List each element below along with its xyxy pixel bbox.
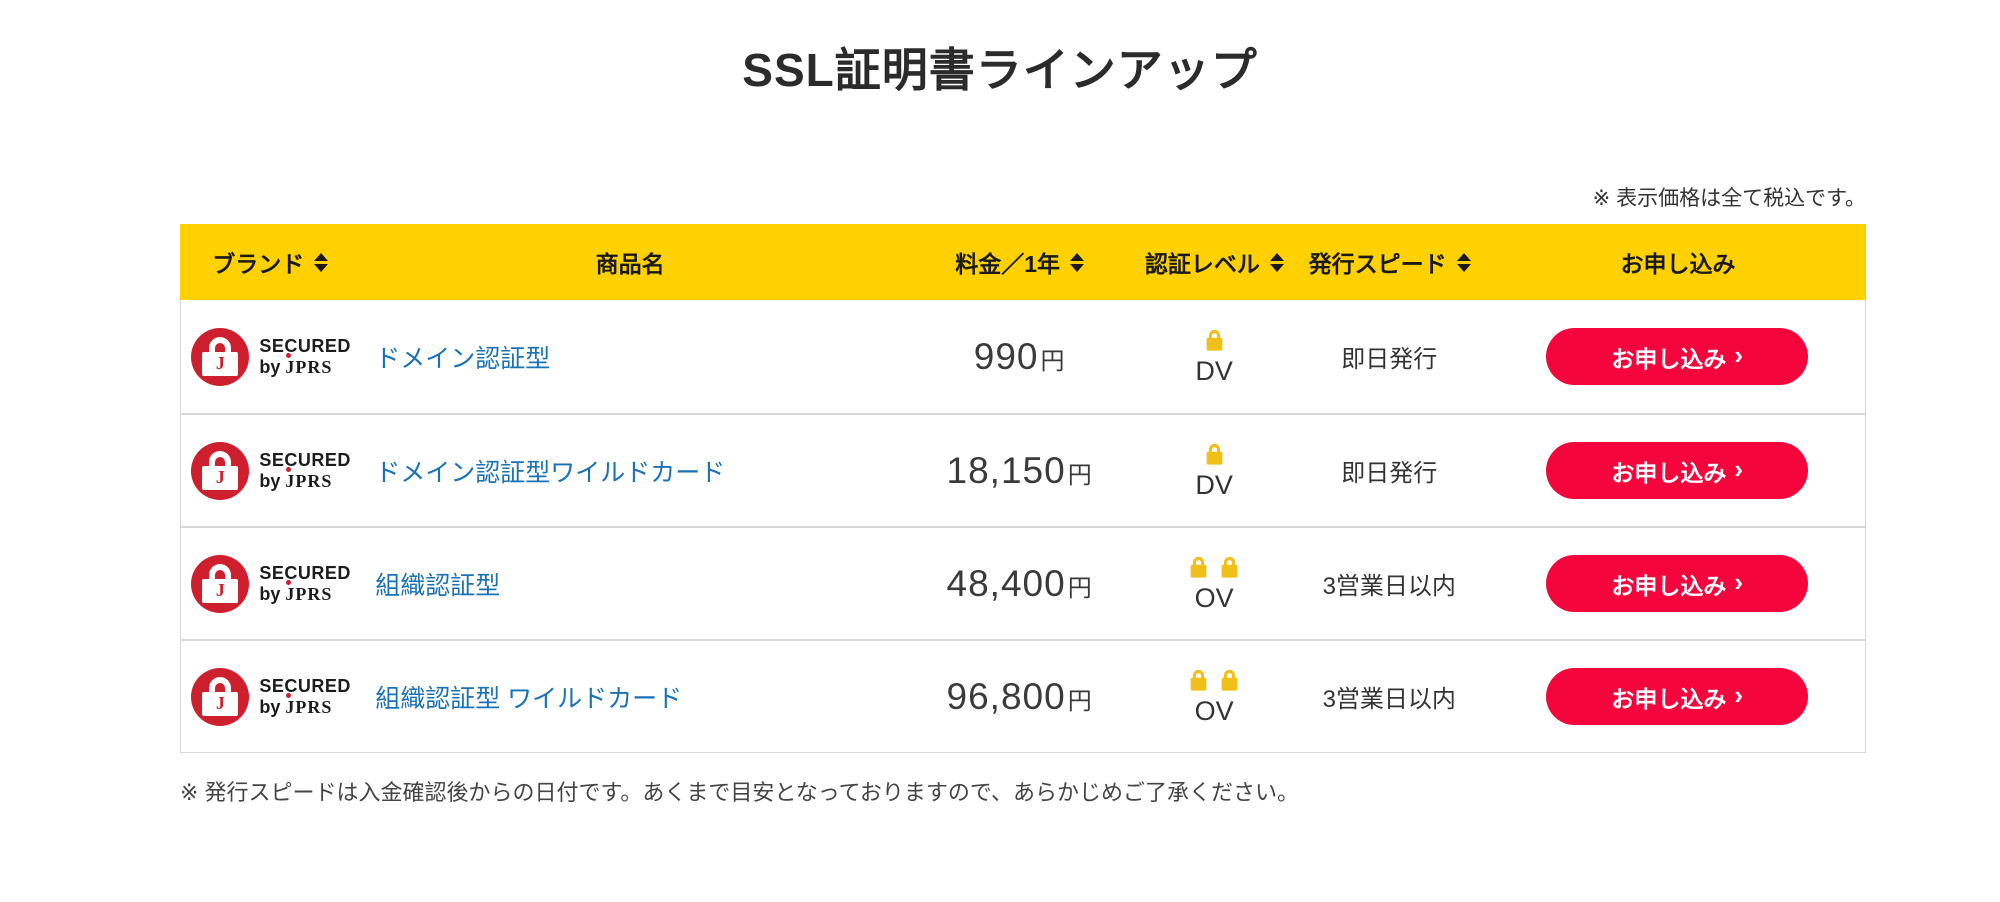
header-price[interactable]: 料金／1年 [900, 245, 1139, 279]
table-row: J SECURED by JPRS 組織認証型 48,400円 [181, 526, 1865, 639]
header-brand-label: ブランド [212, 251, 305, 277]
apply-button[interactable]: お申し込み › [1546, 442, 1809, 499]
tax-note: ※ 表示価格は全て税込です。 [1592, 187, 1866, 210]
auth-level: DV [1195, 327, 1233, 387]
apply-button[interactable]: お申し込み › [1546, 555, 1809, 612]
price-value: 18,150円 [946, 449, 1093, 491]
chevron-right-icon: › [1734, 679, 1744, 710]
table-row: J SECURED by JPRS ドメイン認証型 990円 [181, 300, 1865, 413]
jprs-lock-icon: J [191, 441, 250, 500]
header-level[interactable]: 認証レベル [1139, 245, 1289, 279]
auth-level-label: DV [1195, 355, 1233, 386]
apply-button[interactable]: お申し込み › [1546, 328, 1809, 385]
jprs-logo: J SECURED by JPRS [191, 441, 351, 500]
sort-icon [314, 252, 329, 272]
sort-icon [1269, 252, 1284, 272]
header-price-label: 料金／1年 [955, 251, 1060, 277]
footer-note: ※ 発行スピードは入金確認後からの日付です。あくまで目安となっておりますので、あ… [180, 780, 1300, 805]
pricing-section: ※ 表示価格は全て税込です。 ブランド 商品名 料金／1年 認証レベル 発行スピ… [180, 182, 1866, 807]
table-body: J SECURED by JPRS ドメイン認証型 990円 [180, 300, 1866, 753]
page-title: SSL証明書ラインアップ [742, 44, 1258, 96]
auth-level: OV [1185, 667, 1243, 727]
chevron-right-icon: › [1734, 566, 1744, 597]
header-speed[interactable]: 発行スピード [1289, 245, 1490, 279]
logo-secured-text: SECURED [259, 675, 351, 696]
jprs-logo: J SECURED by JPRS [191, 327, 351, 386]
table-row: J SECURED by JPRS ドメイン認証型ワイルドカード 18,150円 [181, 413, 1865, 526]
header-product-label: 商品名 [595, 251, 665, 277]
header-brand[interactable]: ブランド [180, 245, 360, 279]
chevron-right-icon: › [1734, 453, 1744, 484]
logo-secured-text: SECURED [259, 562, 351, 583]
lock-icon [1201, 441, 1228, 468]
brand-cell: J SECURED by JPRS [181, 327, 361, 386]
lock-icon [1216, 667, 1243, 694]
header-apply-label: お申し込み [1620, 251, 1736, 277]
sort-icon [1456, 252, 1471, 272]
lock-icon [1216, 554, 1243, 581]
product-link[interactable]: ドメイン認証型ワイルドカード [375, 458, 726, 487]
auth-level-label: OV [1194, 582, 1234, 613]
chevron-right-icon: › [1734, 339, 1744, 370]
table-header-row: ブランド 商品名 料金／1年 認証レベル 発行スピード お申し込み [180, 224, 1866, 300]
issue-speed: 3営業日以内 [1322, 686, 1456, 713]
logo-by-jprs-text: by JPRS [259, 696, 333, 717]
issue-speed: 即日発行 [1341, 460, 1438, 487]
auth-level-label: OV [1194, 695, 1234, 726]
logo-secured-text: SECURED [259, 449, 351, 470]
jprs-lock-icon: J [191, 327, 250, 386]
header-apply: お申し込み [1490, 245, 1866, 279]
jprs-logo: J SECURED by JPRS [191, 667, 351, 726]
brand-cell: J SECURED by JPRS [181, 554, 361, 613]
logo-by-jprs-text: by JPRS [259, 356, 333, 377]
jprs-lock-icon: J [191, 667, 250, 726]
logo-by-jprs-text: by JPRS [259, 583, 333, 604]
auth-level: DV [1195, 441, 1233, 501]
lock-icon [1185, 667, 1212, 694]
price-value: 96,800円 [946, 675, 1093, 717]
price-value: 990円 [973, 335, 1066, 377]
issue-speed: 即日発行 [1341, 346, 1438, 373]
jprs-lock-icon: J [191, 554, 250, 613]
sort-icon [1070, 252, 1084, 272]
logo-secured-text: SECURED [259, 335, 351, 356]
product-link[interactable]: 組織認証型 [375, 571, 501, 600]
brand-cell: J SECURED by JPRS [181, 667, 361, 726]
product-link[interactable]: ドメイン認証型 [375, 344, 551, 373]
logo-by-jprs-text: by JPRS [259, 470, 333, 491]
lock-icon [1185, 554, 1212, 581]
header-level-label: 認証レベル [1144, 251, 1260, 277]
header-speed-label: 発行スピード [1308, 251, 1447, 277]
lock-icon [1201, 327, 1228, 354]
header-product: 商品名 [360, 245, 900, 279]
product-link[interactable]: 組織認証型 ワイルドカード [375, 684, 683, 713]
apply-button[interactable]: お申し込み › [1546, 668, 1809, 725]
auth-level: OV [1185, 554, 1243, 614]
jprs-logo: J SECURED by JPRS [191, 554, 351, 613]
brand-cell: J SECURED by JPRS [181, 441, 361, 500]
table-row: J SECURED by JPRS 組織認証型 ワイルドカード 96,800円 [181, 639, 1865, 752]
price-value: 48,400円 [946, 562, 1093, 604]
issue-speed: 3営業日以内 [1322, 573, 1456, 600]
auth-level-label: DV [1195, 469, 1233, 500]
ssl-pricing-table: ブランド 商品名 料金／1年 認証レベル 発行スピード お申し込み [180, 224, 1866, 753]
